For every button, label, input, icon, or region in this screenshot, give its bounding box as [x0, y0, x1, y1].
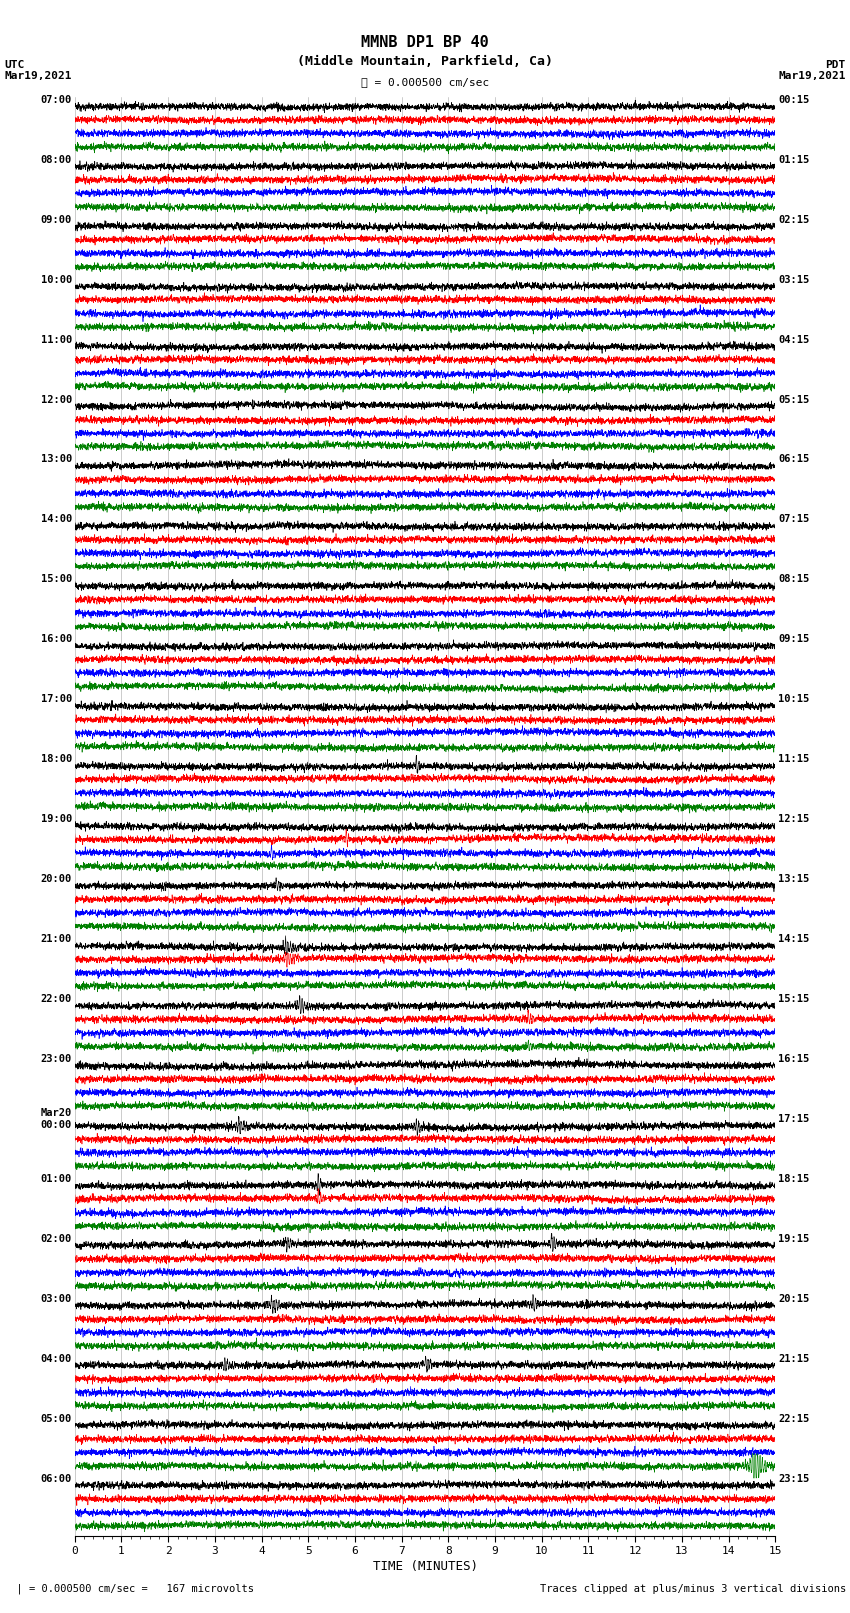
Text: Mar20
00:00: Mar20 00:00 — [41, 1108, 72, 1129]
Text: 06:15: 06:15 — [778, 455, 809, 465]
Text: PDT: PDT — [825, 60, 846, 69]
Text: 04:15: 04:15 — [778, 334, 809, 345]
Text: 03:00: 03:00 — [41, 1294, 72, 1303]
Text: 19:00: 19:00 — [41, 815, 72, 824]
Text: 16:15: 16:15 — [778, 1053, 809, 1065]
Text: 17:00: 17:00 — [41, 694, 72, 705]
Text: 23:00: 23:00 — [41, 1053, 72, 1065]
Text: 12:15: 12:15 — [778, 815, 809, 824]
Text: 15:15: 15:15 — [778, 994, 809, 1003]
Text: 13:15: 13:15 — [778, 874, 809, 884]
Text: 20:15: 20:15 — [778, 1294, 809, 1303]
Text: 06:00: 06:00 — [41, 1474, 72, 1484]
Text: 12:00: 12:00 — [41, 395, 72, 405]
Text: Mar19,2021: Mar19,2021 — [4, 71, 71, 81]
Text: 09:15: 09:15 — [778, 634, 809, 644]
Text: 01:15: 01:15 — [778, 155, 809, 165]
Text: 22:00: 22:00 — [41, 994, 72, 1003]
Text: 02:00: 02:00 — [41, 1234, 72, 1244]
Text: 18:15: 18:15 — [778, 1174, 809, 1184]
Text: 11:15: 11:15 — [778, 755, 809, 765]
Text: 16:00: 16:00 — [41, 634, 72, 644]
Text: 11:00: 11:00 — [41, 334, 72, 345]
Text: UTC: UTC — [4, 60, 25, 69]
Text: 14:15: 14:15 — [778, 934, 809, 944]
Text: 18:00: 18:00 — [41, 755, 72, 765]
Text: 10:00: 10:00 — [41, 274, 72, 284]
Text: (Middle Mountain, Parkfield, Ca): (Middle Mountain, Parkfield, Ca) — [297, 55, 553, 68]
Text: 07:15: 07:15 — [778, 515, 809, 524]
Text: 15:00: 15:00 — [41, 574, 72, 584]
Text: 19:15: 19:15 — [778, 1234, 809, 1244]
Text: 07:00: 07:00 — [41, 95, 72, 105]
Text: 21:15: 21:15 — [778, 1353, 809, 1363]
Text: MMNB DP1 BP 40: MMNB DP1 BP 40 — [361, 35, 489, 50]
Text: 08:00: 08:00 — [41, 155, 72, 165]
Text: 10:15: 10:15 — [778, 694, 809, 705]
Text: 20:00: 20:00 — [41, 874, 72, 884]
Text: 03:15: 03:15 — [778, 274, 809, 284]
Text: ⏐ = 0.000500 cm/sec: ⏐ = 0.000500 cm/sec — [361, 77, 489, 87]
Text: 23:15: 23:15 — [778, 1474, 809, 1484]
Text: | = 0.000500 cm/sec =   167 microvolts: | = 0.000500 cm/sec = 167 microvolts — [4, 1582, 254, 1594]
Text: 17:15: 17:15 — [778, 1115, 809, 1124]
X-axis label: TIME (MINUTES): TIME (MINUTES) — [372, 1560, 478, 1573]
Text: 09:00: 09:00 — [41, 215, 72, 224]
Text: 01:00: 01:00 — [41, 1174, 72, 1184]
Text: 14:00: 14:00 — [41, 515, 72, 524]
Text: 22:15: 22:15 — [778, 1413, 809, 1424]
Text: 00:15: 00:15 — [778, 95, 809, 105]
Text: 05:00: 05:00 — [41, 1413, 72, 1424]
Text: 13:00: 13:00 — [41, 455, 72, 465]
Text: Mar19,2021: Mar19,2021 — [779, 71, 846, 81]
Text: 04:00: 04:00 — [41, 1353, 72, 1363]
Text: 02:15: 02:15 — [778, 215, 809, 224]
Text: Traces clipped at plus/minus 3 vertical divisions: Traces clipped at plus/minus 3 vertical … — [540, 1584, 846, 1594]
Text: 21:00: 21:00 — [41, 934, 72, 944]
Text: 05:15: 05:15 — [778, 395, 809, 405]
Text: 08:15: 08:15 — [778, 574, 809, 584]
